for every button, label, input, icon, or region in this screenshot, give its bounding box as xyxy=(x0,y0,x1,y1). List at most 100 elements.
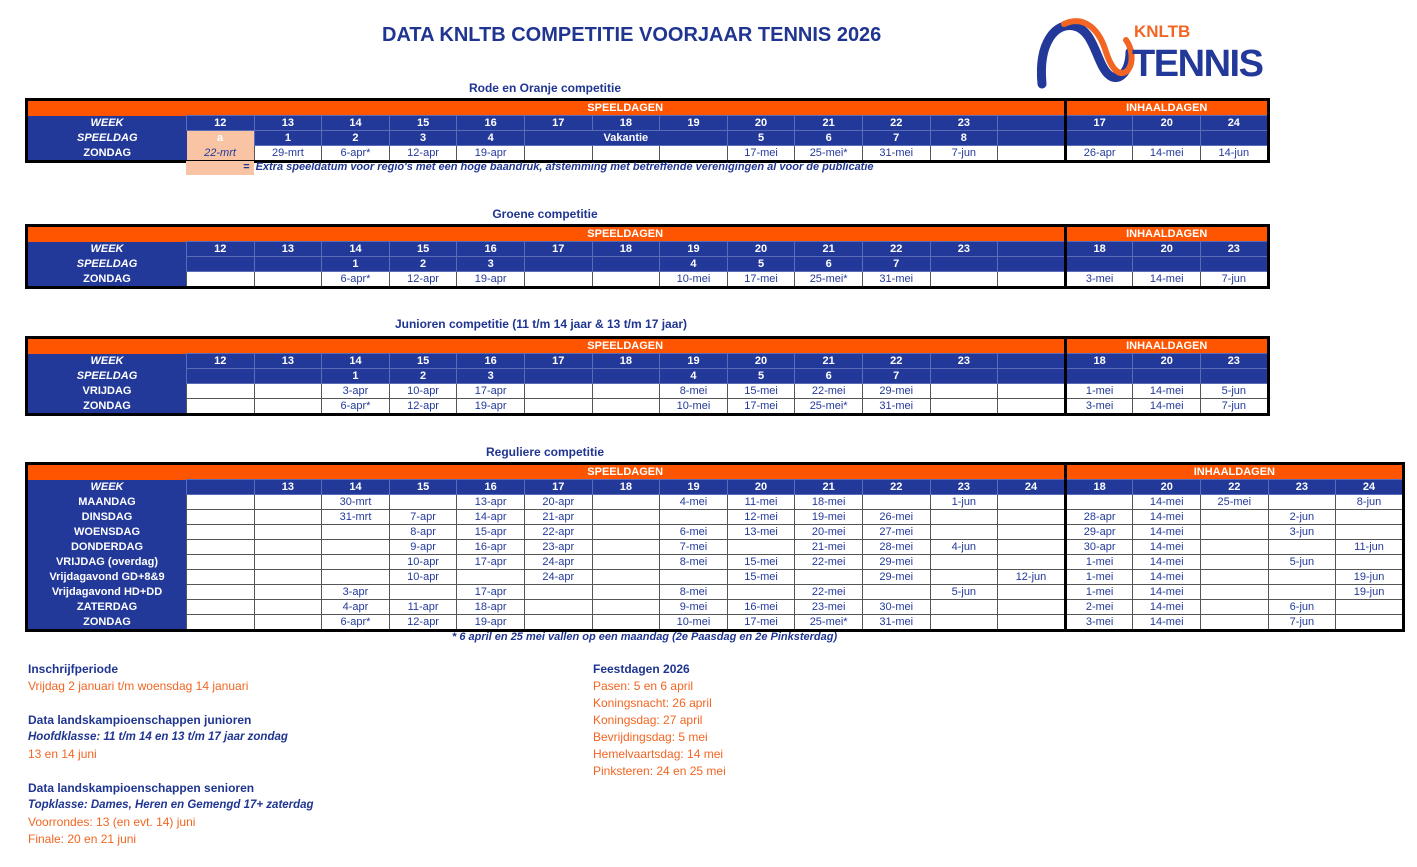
date-cell: 3-mei xyxy=(1063,614,1134,631)
date-cell: 19-apr xyxy=(456,614,525,631)
date-cell xyxy=(186,584,255,600)
row-label: ZONDAG xyxy=(26,145,187,162)
date-cell: 1-jun xyxy=(929,494,999,510)
date-cell: 9-apr xyxy=(388,539,458,555)
date-cell: 17-mei xyxy=(726,271,796,288)
row-label: DINSDAG xyxy=(26,509,187,525)
date-cell: 10-mei xyxy=(659,614,728,631)
date-cell: 8-apr xyxy=(388,524,458,540)
header-corner-cell xyxy=(26,225,187,242)
date-cell: 18-mei xyxy=(794,494,863,510)
legend-highlight-swatch xyxy=(186,161,254,175)
date-cell: 12-apr xyxy=(388,145,458,162)
date-cell xyxy=(523,271,593,288)
date-cell: Vakantie xyxy=(523,130,728,146)
date-cell xyxy=(523,398,593,415)
info-line: Voorrondes: 13 (en evt. 14) juni xyxy=(28,815,196,829)
knltb-tennis-logo: KNLTB TENNIS xyxy=(1034,12,1274,92)
date-cell xyxy=(591,368,661,384)
row-label: Vrijdagavond HD+DD xyxy=(26,584,187,600)
date-cell: 31-mrt xyxy=(321,509,390,525)
date-cell xyxy=(186,398,255,415)
date-cell xyxy=(523,614,593,631)
date-cell xyxy=(1335,554,1404,570)
date-cell: 22-mei xyxy=(794,584,863,600)
date-cell: 15-mei xyxy=(726,569,796,585)
date-cell: 11-jun xyxy=(1335,539,1404,555)
date-cell: 1 xyxy=(253,130,323,146)
holiday-item: Koningsnacht: 26 april xyxy=(593,696,712,710)
row-label: WOENSDAG xyxy=(26,524,187,540)
holiday-item: Pasen: 5 en 6 april xyxy=(593,679,694,693)
week-number-cell: 24 xyxy=(1200,115,1269,131)
date-cell xyxy=(1200,524,1269,540)
date-cell: 19-mei xyxy=(794,509,863,525)
date-cell xyxy=(186,614,255,631)
week-label: WEEK xyxy=(26,353,187,369)
date-cell: 4-mei xyxy=(659,494,728,510)
date-cell: 16-mei xyxy=(726,599,796,615)
date-cell: 14-mei xyxy=(1132,398,1202,415)
speeldagen-header: SPEELDAGEN xyxy=(186,99,1066,116)
week-number-cell: 17 xyxy=(1063,115,1134,131)
date-cell: 17-mei xyxy=(726,614,796,631)
date-cell xyxy=(997,145,1066,162)
date-cell: 8-mei xyxy=(659,554,728,570)
table-row: ZONDAG 6-apr* 12-apr 19-apr 10-mei 17-mei 25-m… xyxy=(26,271,1269,288)
date-cell xyxy=(591,509,661,525)
date-cell: 10-apr xyxy=(388,383,458,399)
date-cell xyxy=(186,554,255,570)
date-cell xyxy=(1335,509,1404,525)
date-cell xyxy=(591,271,661,288)
page-title: DATA KNLTB COMPETITIE VOORJAAR TENNIS 20… xyxy=(382,24,882,46)
date-cell: 5-jun xyxy=(1267,554,1337,570)
week-number-cell: 19 xyxy=(659,115,728,131)
date-cell: 7-jun xyxy=(1200,271,1269,288)
week-number-cell: 18 xyxy=(1063,353,1134,369)
date-cell xyxy=(321,569,390,585)
table-title: Junioren competitie (11 t/m 14 jaar & 13… xyxy=(394,317,688,331)
date-cell xyxy=(929,509,999,525)
date-cell xyxy=(186,539,255,555)
week-number-cell: 20 xyxy=(726,353,796,369)
date-cell xyxy=(523,599,593,615)
date-cell: 4-jun xyxy=(929,539,999,555)
date-cell: 7-jun xyxy=(1267,614,1337,631)
date-cell: 29-mrt xyxy=(253,145,323,162)
date-cell: 8 xyxy=(929,130,999,146)
date-cell: 3 xyxy=(456,256,525,272)
date-cell xyxy=(997,584,1066,600)
speeldagen-header: SPEELDAGEN xyxy=(186,225,1066,242)
date-cell: 7-jun xyxy=(1200,398,1269,415)
date-cell: 14-mei xyxy=(1132,584,1202,600)
date-cell xyxy=(659,509,728,525)
date-cell: 23-apr xyxy=(523,539,593,555)
date-cell xyxy=(997,383,1066,399)
row-label: VRIJDAG (overdag) xyxy=(26,554,187,570)
date-cell: 15-apr xyxy=(456,524,525,540)
date-cell xyxy=(523,368,593,384)
inhaaldagen-header: INHAALDAGEN xyxy=(1063,463,1404,480)
date-cell: a xyxy=(186,130,255,146)
date-cell xyxy=(929,256,999,272)
date-cell xyxy=(1063,130,1134,146)
date-cell: 1-mei xyxy=(1063,569,1134,585)
holiday-item: Koningsdag: 27 april xyxy=(593,713,703,727)
date-cell: 14-apr xyxy=(456,509,525,525)
date-cell: 29-apr xyxy=(1063,524,1134,540)
info-line: Vrijdag 2 januari t/m woensdag 14 januar… xyxy=(28,679,249,693)
date-cell xyxy=(253,271,323,288)
date-cell: 17-apr xyxy=(456,554,525,570)
date-cell xyxy=(1200,614,1269,631)
date-cell: 5-jun xyxy=(929,584,999,600)
date-cell xyxy=(929,398,999,415)
date-cell: 19-apr xyxy=(456,398,525,415)
date-cell xyxy=(591,494,661,510)
date-cell xyxy=(186,256,255,272)
info-heading: Inschrijfperiode xyxy=(28,662,119,676)
holiday-item: Bevrijdingsdag: 5 mei xyxy=(593,730,708,744)
date-cell xyxy=(1063,368,1134,384)
week-number-cell: 15 xyxy=(388,479,458,495)
date-cell: 14-mei xyxy=(1132,539,1202,555)
row-label: SPEELDAG xyxy=(26,130,187,146)
